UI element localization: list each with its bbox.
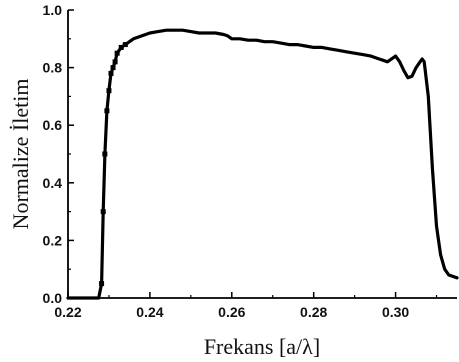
plot-area bbox=[66, 28, 459, 300]
data-point bbox=[118, 44, 124, 50]
data-point bbox=[122, 42, 128, 48]
data-point bbox=[102, 151, 108, 157]
y-tick-label: 0.0 bbox=[43, 290, 63, 306]
series-line bbox=[66, 28, 459, 300]
x-tick-label: 0.30 bbox=[382, 304, 409, 320]
y-tick-label: 0.8 bbox=[43, 60, 63, 76]
data-point bbox=[99, 281, 105, 287]
y-tick-label: 0.6 bbox=[43, 117, 63, 133]
x-tick-label: 0.28 bbox=[300, 304, 327, 320]
data-point bbox=[110, 65, 116, 71]
y-tick-label: 1.0 bbox=[43, 2, 63, 18]
x-tick-label: 0.24 bbox=[136, 304, 163, 320]
y-tick-label: 0.4 bbox=[43, 175, 63, 191]
ticks bbox=[67, 9, 438, 299]
x-axis-title: Frekans [a/λ] bbox=[204, 334, 320, 359]
data-point bbox=[106, 88, 112, 94]
x-tick-label: 0.22 bbox=[54, 304, 81, 320]
data-point bbox=[108, 70, 114, 76]
data-point bbox=[112, 59, 118, 65]
data-point bbox=[104, 108, 110, 114]
data-point bbox=[114, 50, 120, 56]
y-axis-title: Normalize İletim bbox=[8, 79, 33, 230]
x-tick-label: 0.26 bbox=[218, 304, 245, 320]
tick-labels: 0.22 0.24 0.26 0.28 0.30 0.0 0.2 0.4 0.6 0.8 1.0 bbox=[43, 2, 410, 320]
y-tick-label: 0.2 bbox=[43, 232, 63, 248]
data-point bbox=[100, 209, 106, 215]
axes bbox=[67, 10, 457, 299]
